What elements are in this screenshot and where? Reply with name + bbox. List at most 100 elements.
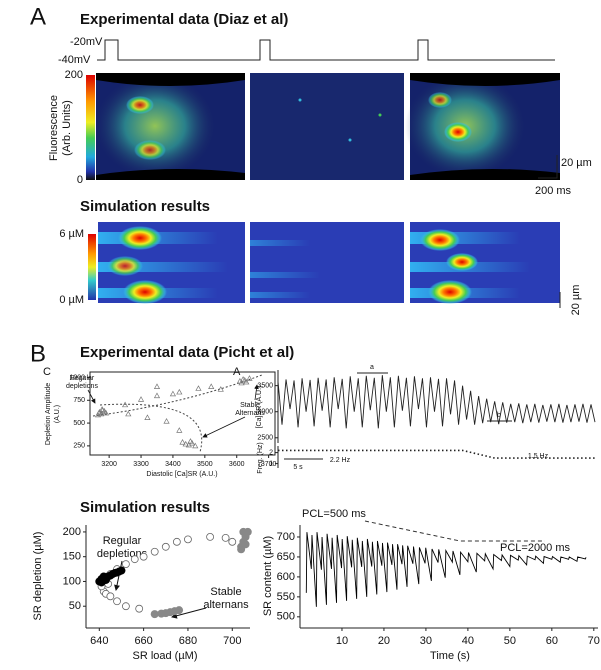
annotation: Stable — [240, 402, 260, 409]
x-tick-label: 10 — [336, 635, 348, 647]
x-axis-label: SR load (µM) — [132, 650, 197, 662]
point — [121, 401, 129, 408]
x-tick-label: 70 — [588, 635, 600, 647]
point — [241, 376, 248, 383]
y-tick-label: 650 — [277, 551, 295, 563]
point — [150, 610, 159, 619]
point — [176, 388, 183, 395]
point — [99, 406, 106, 412]
scale-bar — [538, 155, 558, 179]
scale-label: 200 ms — [535, 185, 572, 197]
point — [161, 542, 170, 551]
point — [206, 532, 215, 541]
point — [139, 552, 148, 561]
plot-frame — [89, 371, 276, 456]
fit-curve — [99, 403, 203, 453]
annotation: Regular — [70, 375, 95, 382]
y-tick-label: 600 — [277, 571, 295, 583]
y-tick-label: 700 — [277, 531, 295, 543]
annotation: depletions — [66, 383, 98, 390]
annotation: depletions — [97, 548, 148, 560]
x-tick-label: 40 — [462, 635, 474, 647]
experimental-heatmaps — [95, 73, 560, 180]
point — [192, 442, 199, 449]
point — [137, 396, 145, 402]
annotation: PCL=500 ms — [302, 508, 366, 520]
point — [102, 409, 110, 416]
y-axis-label: SR content (µM) — [262, 536, 274, 616]
point — [187, 438, 194, 444]
y-tick-label: 750 — [73, 397, 85, 404]
point — [176, 427, 183, 433]
pcl-guide — [364, 520, 545, 542]
colorbar-tick-label: 200 — [65, 69, 83, 81]
x-tick-label: 30 — [420, 635, 432, 647]
y-axis-label: [Ca]SR (A.U.) — [256, 386, 263, 429]
point — [172, 537, 181, 546]
scale-label: 20 µm — [570, 285, 582, 316]
point — [98, 410, 105, 417]
point — [195, 385, 202, 391]
line — [277, 375, 596, 429]
voltage-label: -20mV — [70, 36, 103, 48]
point — [169, 390, 177, 397]
line — [278, 449, 595, 459]
annotation: b — [497, 412, 501, 419]
x-axis-label: Time (s) — [430, 650, 470, 662]
y-axis-label: Freq. (Hz) — [257, 442, 264, 474]
colorbar-tick-label: 6 µM — [59, 228, 84, 240]
x-tick-label: 60 — [546, 635, 558, 647]
y-axis-label: (A.U.) — [54, 405, 61, 423]
subpanel-label: C — [43, 366, 51, 378]
point — [241, 540, 250, 549]
y-tick-label: 2 — [269, 449, 273, 456]
y-tick-label: 250 — [73, 443, 85, 450]
annotation: PCL=2000 ms — [500, 542, 571, 554]
section-title: Simulation results — [80, 499, 210, 516]
point — [101, 575, 110, 584]
point — [153, 383, 161, 389]
point — [117, 566, 126, 575]
point — [217, 386, 224, 392]
x-tick-label: 700 — [223, 635, 241, 647]
point — [94, 411, 102, 418]
y-axis-label: Depletion Amplitude — [45, 383, 52, 445]
panel-label: B — [30, 340, 46, 367]
point — [188, 439, 196, 446]
point — [163, 418, 170, 424]
y-axis-label: SR depletion (µM) — [32, 532, 44, 621]
y-tick-label: 500 — [277, 611, 295, 623]
y-tick-label: 150 — [63, 551, 81, 563]
annotation: 2.2 Hz — [330, 457, 351, 464]
point — [144, 414, 151, 420]
arrows — [114, 560, 207, 619]
point — [246, 375, 253, 381]
y-tick-label: 1000 — [69, 374, 85, 381]
annotation: 1.5 Hz — [528, 453, 549, 460]
colorbar — [86, 75, 95, 180]
point — [150, 547, 159, 556]
line — [305, 532, 587, 607]
point — [153, 392, 161, 399]
panel-label: A — [30, 3, 46, 30]
colorbar-tick-label: 0 µM — [59, 294, 84, 306]
arrows — [87, 384, 259, 438]
x-axis-label: Diastolic [Ca]SR (A.U.) — [146, 471, 217, 478]
colorbar-label: (Arb. Units) — [61, 100, 73, 156]
voltage-label: -40mV — [58, 54, 91, 66]
point — [243, 527, 252, 536]
point — [208, 383, 215, 389]
point — [130, 555, 139, 564]
section-title: Simulation results — [80, 198, 210, 215]
point — [184, 535, 192, 544]
y-tick-label: 50 — [69, 600, 81, 612]
point — [179, 439, 186, 445]
annotation: Regular — [103, 535, 142, 547]
y-tick-label: 100 — [63, 575, 81, 587]
section-title: Experimental data (Picht et al) — [80, 344, 294, 361]
point — [106, 592, 115, 601]
x-tick-label: 3400 — [165, 461, 181, 468]
x-tick-label: 50 — [504, 635, 516, 647]
x-tick-label: 640 — [90, 635, 108, 647]
